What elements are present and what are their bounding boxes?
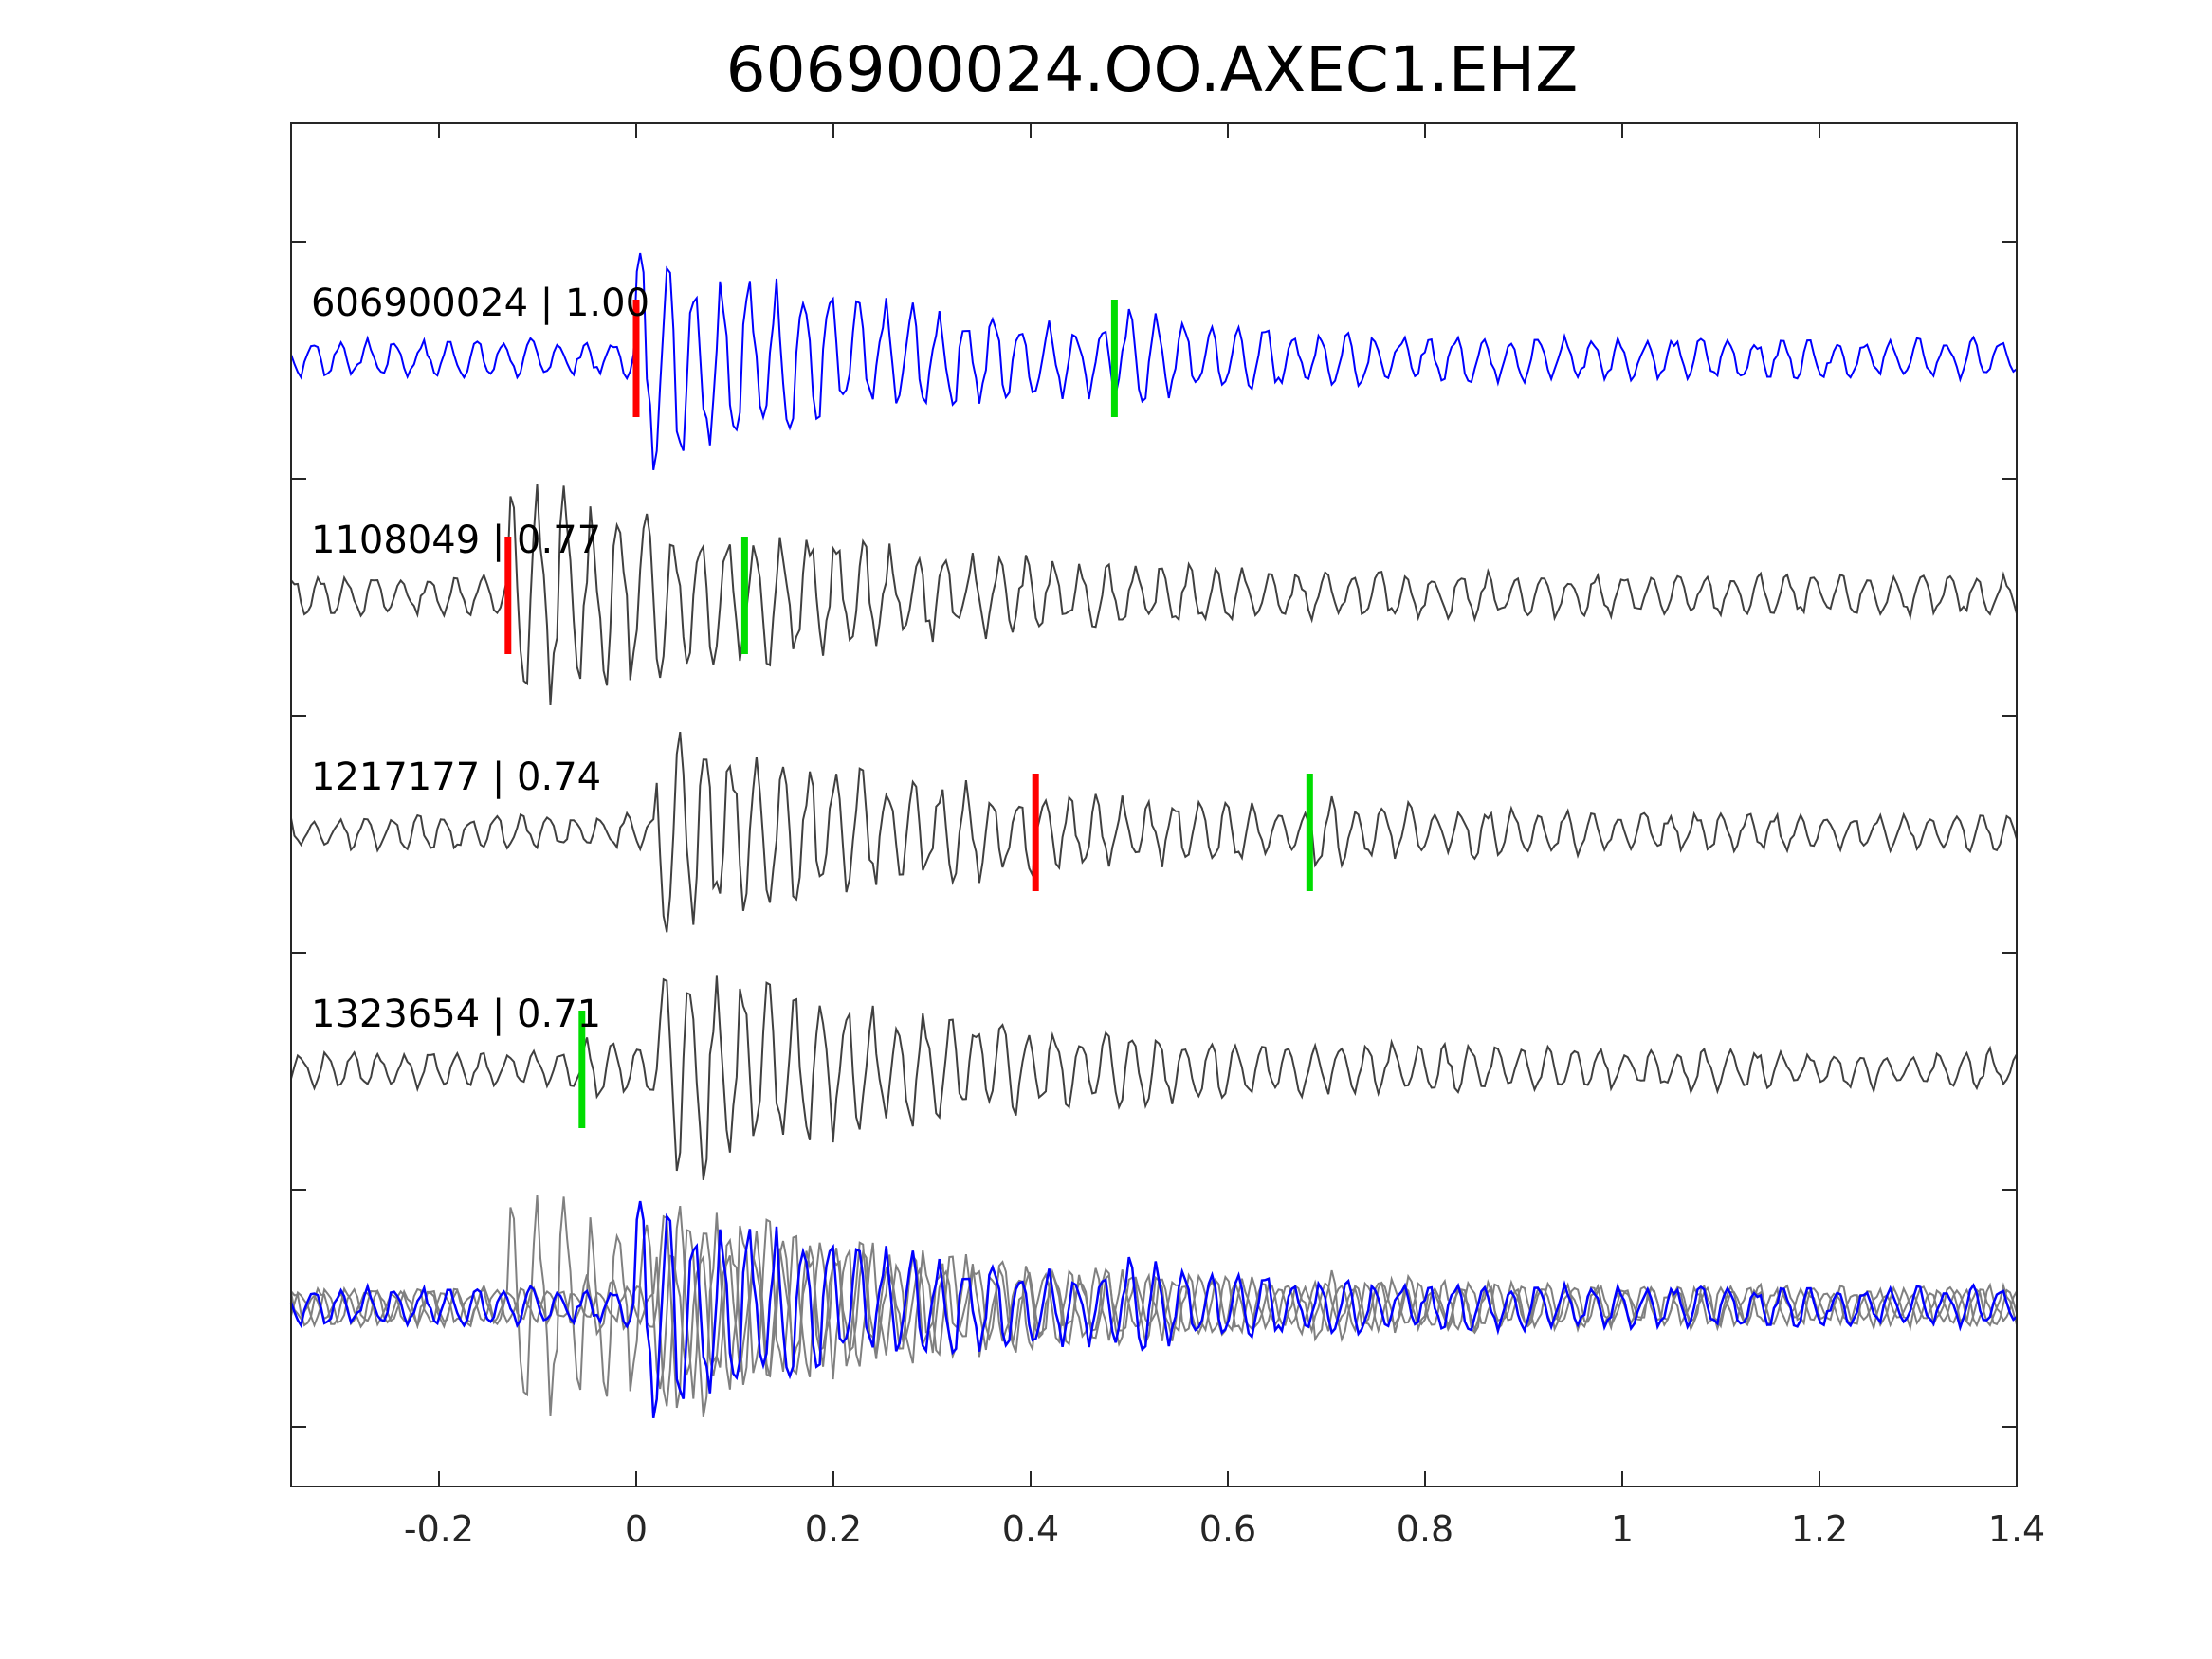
x-tick-label: 0.4 (1002, 1508, 1059, 1550)
axes-frame (290, 122, 2018, 1487)
trace-label: 606900024 | 1.00 (311, 282, 649, 325)
trace-label: 1217177 | 0.74 (311, 756, 601, 799)
overlay-trace-line (290, 1195, 2018, 1416)
x-tick-label: 0.2 (805, 1508, 862, 1550)
trace-labels: 606900024 | 1.00 1108049 | 0.77 1217177 | … (311, 282, 649, 1036)
chart-title: 606900024.OO.AXEC1.EHZ (726, 33, 1579, 106)
overlay-trace-line (290, 1205, 2018, 1407)
x-tick-label: 1.2 (1791, 1508, 1848, 1550)
trace-label: 1108049 | 0.77 (311, 519, 601, 562)
axis-ticks: -0.2 0 0.2 0.4 0.6 0.8 1 1.2 1.4 (291, 123, 2045, 1550)
trace-line (290, 252, 2018, 470)
trace-label: 1323654 | 0.71 (311, 993, 601, 1036)
overlay-reference-line (289, 1200, 2018, 1419)
x-tick-label: -0.2 (404, 1508, 474, 1550)
x-tick-label: 0 (625, 1508, 648, 1550)
x-tick-label: 0.8 (1397, 1508, 1453, 1550)
trace-line (290, 484, 2018, 705)
x-tick-label: 1.4 (1988, 1508, 2045, 1550)
x-tick-label: 0.6 (1199, 1508, 1256, 1550)
trace-line (290, 731, 2018, 933)
plot-area (289, 252, 2018, 1419)
x-tick-label: 1 (1611, 1508, 1634, 1550)
